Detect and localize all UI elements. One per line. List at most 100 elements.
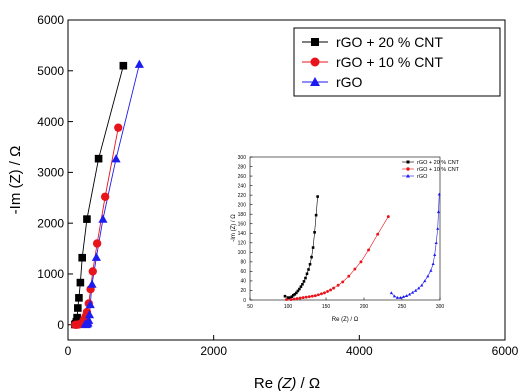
data-point-triangle [411,290,415,294]
data-point-circle [320,292,323,296]
data-point-circle [88,267,97,276]
data-point-circle [386,215,390,219]
data-point-triangle [398,296,403,299]
inset-y-axis-label: -Im (Z) / Ω [231,214,237,242]
inset-plot-frame [249,156,441,301]
data-point-square [299,285,303,288]
y-tick-label: 120 [238,241,247,247]
data-point-square [301,282,304,286]
y-tick-label: 6000 [37,13,64,27]
y-tick-label: 0 [243,298,246,304]
data-point-square [288,296,292,299]
y-tick-label: 40 [240,279,246,285]
data-point-triangle [84,310,95,319]
data-point-square [83,215,91,223]
x-tick-label: 200 [360,304,369,310]
x-tick-label: 50 [247,304,253,310]
main-legend-entry-1: rGO + 20 % CNT [302,34,443,50]
data-point-square [310,255,313,259]
data-point-circle [341,280,345,284]
data-point-triangle [405,294,409,297]
data-point-square [293,292,297,296]
data-point-square [76,278,85,287]
x-tick-label: 300 [436,304,445,310]
data-point-circle [332,286,336,290]
inset-legend-entry-1: rGO + 20 % CNT [402,160,460,166]
inset-series-markers [283,192,441,301]
data-point-triangle [414,288,418,292]
data-point-triangle [417,286,421,290]
data-point-triangle [91,252,101,261]
main-legend: rGO + 20 % CNT rGO + 10 % CNT rGO [293,27,501,97]
data-point-square [78,253,87,262]
data-point-circle [336,283,340,287]
data-point-triangle [87,279,97,288]
data-point-circle [285,298,288,301]
data-point-square [286,296,290,299]
data-point-square [295,291,298,295]
data-point-square [314,213,318,217]
main-x-axis-label: Re (Z) / Ω [254,375,320,392]
x-tick-label: 100 [284,304,293,310]
data-point-circle [114,123,123,132]
y-tick-label: 5000 [37,64,64,78]
inset-legend: rGO + 20 % CNT rGO + 10 % CNT rGO [402,160,460,180]
main-legend-entry-2: rGO + 10 % CNT [302,54,443,70]
data-point-circle [367,248,370,252]
data-point-triangle [98,214,108,223]
y-tick-label: 200 [238,202,247,208]
legend-square-marker-icon [311,38,319,46]
data-point-circle [295,297,299,300]
y-tick-label: 160 [238,221,247,227]
data-point-circle [304,295,308,299]
main-legend-box [293,27,501,97]
data-point-square [313,231,316,234]
data-point-circle [316,293,320,297]
y-tick-label: 180 [238,212,247,218]
data-point-triangle [423,279,427,283]
data-point-triangle [111,154,121,163]
data-point-square [308,262,312,266]
inset-legend-entry-3: rGO [402,174,428,180]
main-legend-label-3: rGO [336,74,363,90]
y-tick-label: 2000 [37,216,64,230]
main-legend-entry-3: rGO [302,74,363,90]
y-tick-label: 3000 [37,166,64,180]
x-tick-label: 2000 [200,344,227,358]
data-point-triangle [408,292,412,296]
data-point-triangle [420,283,424,287]
y-tick-label: 220 [238,193,247,199]
data-point-square [119,61,128,70]
inset-x-axis-label: Re (Z) / Ω [332,317,359,323]
data-point-square [292,293,295,297]
legend-square-marker-icon [406,160,410,164]
main-legend-label-1: rGO + 20 % CNT [336,34,443,50]
data-point-circle [359,260,363,264]
data-point-triangle [431,262,435,266]
data-point-circle [298,296,302,300]
data-point-square [307,268,310,271]
data-point-circle [376,232,380,236]
data-point-square [73,313,81,322]
y-tick-label: 60 [240,269,246,275]
data-point-triangle [426,274,430,278]
data-point-circle [310,294,314,298]
data-point-triangle [429,268,433,272]
y-tick-label: 140 [238,231,247,237]
data-point-circle [353,267,357,271]
data-point-square [304,276,307,280]
data-point-square [298,287,301,291]
data-point-triangle [389,291,393,295]
data-point-square [296,289,300,293]
data-point-square [74,304,82,312]
data-point-triangle [84,315,94,324]
y-tick-label: 20 [240,288,246,294]
y-tick-label: 300 [238,155,247,161]
inset-legend-label-3: rGO [417,174,428,180]
data-point-square [316,195,319,198]
data-point-square [305,272,309,276]
x-tick-label: 250 [398,304,407,310]
y-tick-label: 280 [238,164,247,170]
